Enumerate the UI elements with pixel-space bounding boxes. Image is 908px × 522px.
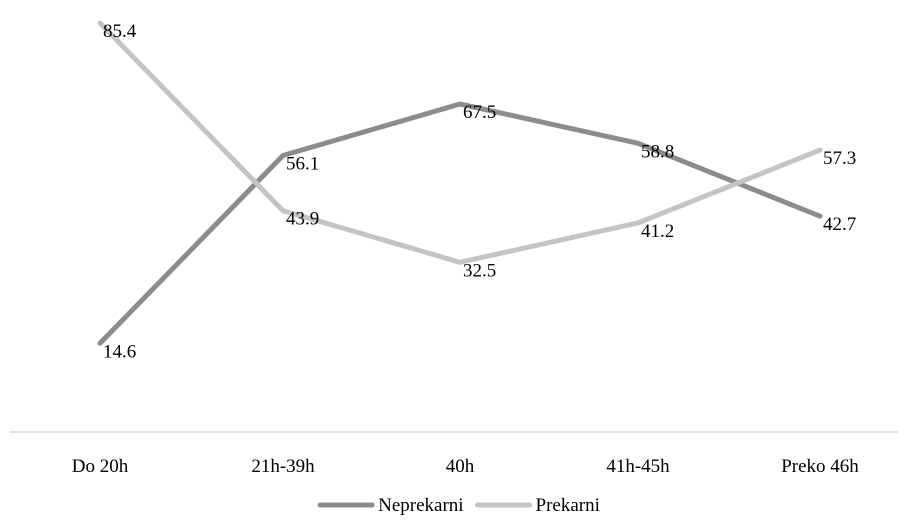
data-label-neprekarni-0: 14.6 [103,341,136,362]
data-label-neprekarni-4: 42.7 [823,214,856,235]
x-tick-label: 40h [446,456,475,477]
legend-item-neprekarni: Neprekarni [317,495,464,516]
series-line-prekarni [97,20,823,265]
legend: Neprekarni Prekarni [317,495,600,516]
data-label-prekarni-0: 85.4 [103,21,137,42]
data-label-prekarni-1: 43.9 [286,209,319,230]
data-label-neprekarni-2: 67.5 [463,102,496,123]
data-label-prekarni-3: 41.2 [641,221,674,242]
series-layer [97,20,823,346]
legend-label-neprekarni: Neprekarni [378,495,463,516]
data-label-neprekarni-1: 56.1 [286,154,319,175]
x-tick-labels: Do 20h 21h-39h 40h 41h-45h Preko 46h [72,456,860,477]
data-label-neprekarni-3: 58.8 [641,141,674,162]
x-tick-label: Preko 46h [781,456,859,477]
data-label-prekarni-2: 32.5 [463,260,496,281]
data-label-prekarni-4: 57.3 [823,148,856,169]
x-tick-label: 41h-45h [606,456,670,477]
x-tick-label: 21h-39h [251,456,315,477]
data-labels-layer: 14.6 56.1 67.5 58.8 42.7 85.4 43.9 32.5 41.2 57.3 [103,21,856,362]
series-line-neprekarni [97,101,823,346]
x-tick-label: Do 20h [72,456,129,477]
legend-label-prekarni: Prekarni [536,495,600,516]
legend-item-prekarni: Prekarni [475,495,600,516]
